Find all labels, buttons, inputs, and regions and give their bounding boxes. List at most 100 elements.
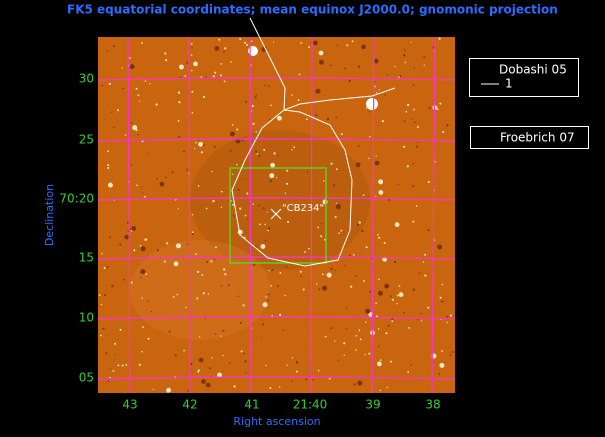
star [242, 304, 245, 307]
star [239, 207, 242, 210]
star [124, 234, 130, 240]
star [113, 126, 115, 128]
star [269, 119, 271, 121]
star [398, 285, 401, 287]
legend-box [470, 126, 589, 149]
star [105, 352, 108, 355]
star [308, 247, 310, 250]
star [173, 261, 179, 267]
star [205, 76, 207, 79]
star [358, 329, 361, 332]
star [197, 369, 200, 372]
bright-region [130, 240, 270, 340]
star [220, 285, 223, 287]
star [387, 324, 390, 327]
star [320, 235, 323, 238]
star [293, 146, 296, 149]
star [413, 67, 415, 69]
star [271, 269, 274, 272]
star [207, 293, 210, 295]
star [335, 269, 337, 271]
star [355, 335, 358, 337]
star [302, 288, 305, 291]
star [177, 208, 179, 210]
star [214, 246, 217, 249]
star [119, 243, 122, 246]
star [263, 148, 266, 151]
star [291, 149, 293, 151]
star [139, 245, 142, 247]
grid-line [97, 77, 456, 81]
star [106, 50, 109, 52]
star [262, 207, 265, 210]
star [236, 164, 238, 166]
star [287, 221, 290, 223]
star [359, 338, 362, 341]
star [345, 306, 348, 309]
star [368, 111, 370, 113]
star [412, 84, 415, 86]
star [246, 43, 249, 46]
star [107, 150, 110, 153]
star [391, 318, 394, 321]
star [201, 274, 204, 276]
star [129, 64, 135, 70]
star [227, 284, 230, 287]
star [264, 239, 267, 242]
star [147, 337, 150, 340]
star [396, 294, 399, 297]
star [109, 236, 112, 239]
star [424, 274, 427, 277]
star [377, 328, 380, 330]
star [268, 269, 270, 272]
star [374, 85, 376, 88]
star [377, 234, 379, 236]
star [284, 294, 287, 297]
star [129, 228, 132, 230]
star [273, 41, 275, 43]
star [237, 295, 239, 298]
star [100, 334, 102, 337]
selection-box [229, 167, 327, 264]
star [286, 364, 288, 366]
star [242, 139, 244, 142]
star [230, 61, 232, 63]
y-tick-label: 25 [79, 133, 94, 147]
star [190, 69, 193, 72]
star [355, 162, 361, 168]
star [202, 292, 205, 295]
star [174, 198, 177, 201]
star [220, 206, 223, 208]
star [378, 179, 384, 185]
star [280, 116, 282, 119]
star [403, 120, 406, 122]
star [246, 218, 249, 220]
star [276, 285, 279, 288]
star [394, 222, 400, 228]
star [203, 144, 205, 147]
star [200, 75, 203, 78]
star [177, 91, 181, 94]
star [130, 229, 133, 232]
star [402, 311, 405, 314]
star [416, 126, 419, 128]
star [233, 215, 235, 217]
star [152, 388, 155, 391]
star [364, 354, 366, 356]
star [318, 288, 321, 291]
star [178, 64, 184, 70]
star [377, 345, 380, 348]
star [417, 141, 419, 144]
star [254, 96, 257, 99]
star [434, 160, 436, 163]
star [267, 299, 269, 302]
y-tick-label: 70:20 [59, 192, 94, 206]
star [412, 220, 415, 223]
star [253, 263, 256, 266]
star [142, 326, 144, 328]
star [111, 285, 114, 288]
star [439, 362, 445, 368]
dark-cloud [190, 130, 370, 270]
star [102, 327, 105, 330]
x-tick-label: 21:40 [293, 398, 328, 412]
